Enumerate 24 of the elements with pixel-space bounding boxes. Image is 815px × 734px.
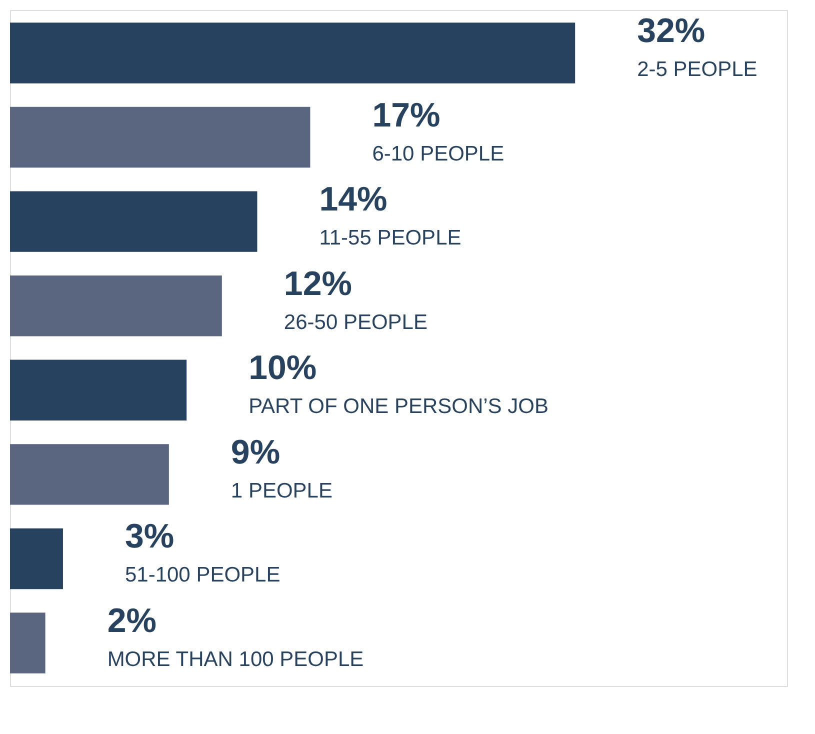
bar — [10, 276, 222, 336]
data-label: 3% — [124, 518, 174, 556]
y-tick-label: 26-50 PEOPLE — [284, 310, 428, 334]
bar — [10, 612, 46, 674]
y-tick-label: 6-10 PEOPLE — [372, 142, 504, 166]
bar — [10, 444, 169, 505]
data-label: 32% — [637, 12, 706, 50]
bar — [10, 22, 576, 84]
bar — [10, 360, 187, 420]
data-label: 14% — [319, 180, 388, 219]
data-label: 17% — [372, 96, 440, 134]
y-tick-label: MORE THAN 100 PEOPLE — [107, 648, 364, 672]
data-label: 2% — [107, 602, 156, 640]
bar — [10, 106, 310, 168]
y-tick-label: 51-100 PEOPLE — [124, 564, 280, 587]
data-label: 9% — [230, 433, 280, 472]
y-tick-label: 11-55 PEOPLE — [319, 226, 462, 250]
y-tick-label: 2-5 PEOPLE — [637, 58, 758, 81]
y-tick-label: 1 PEOPLE — [230, 479, 332, 502]
bar — [10, 528, 63, 590]
bar — [10, 191, 258, 252]
data-label: 12% — [284, 264, 352, 303]
y-tick-label: PART OF ONE PERSON’S JOB — [248, 395, 548, 418]
data-label: 10% — [248, 349, 317, 388]
